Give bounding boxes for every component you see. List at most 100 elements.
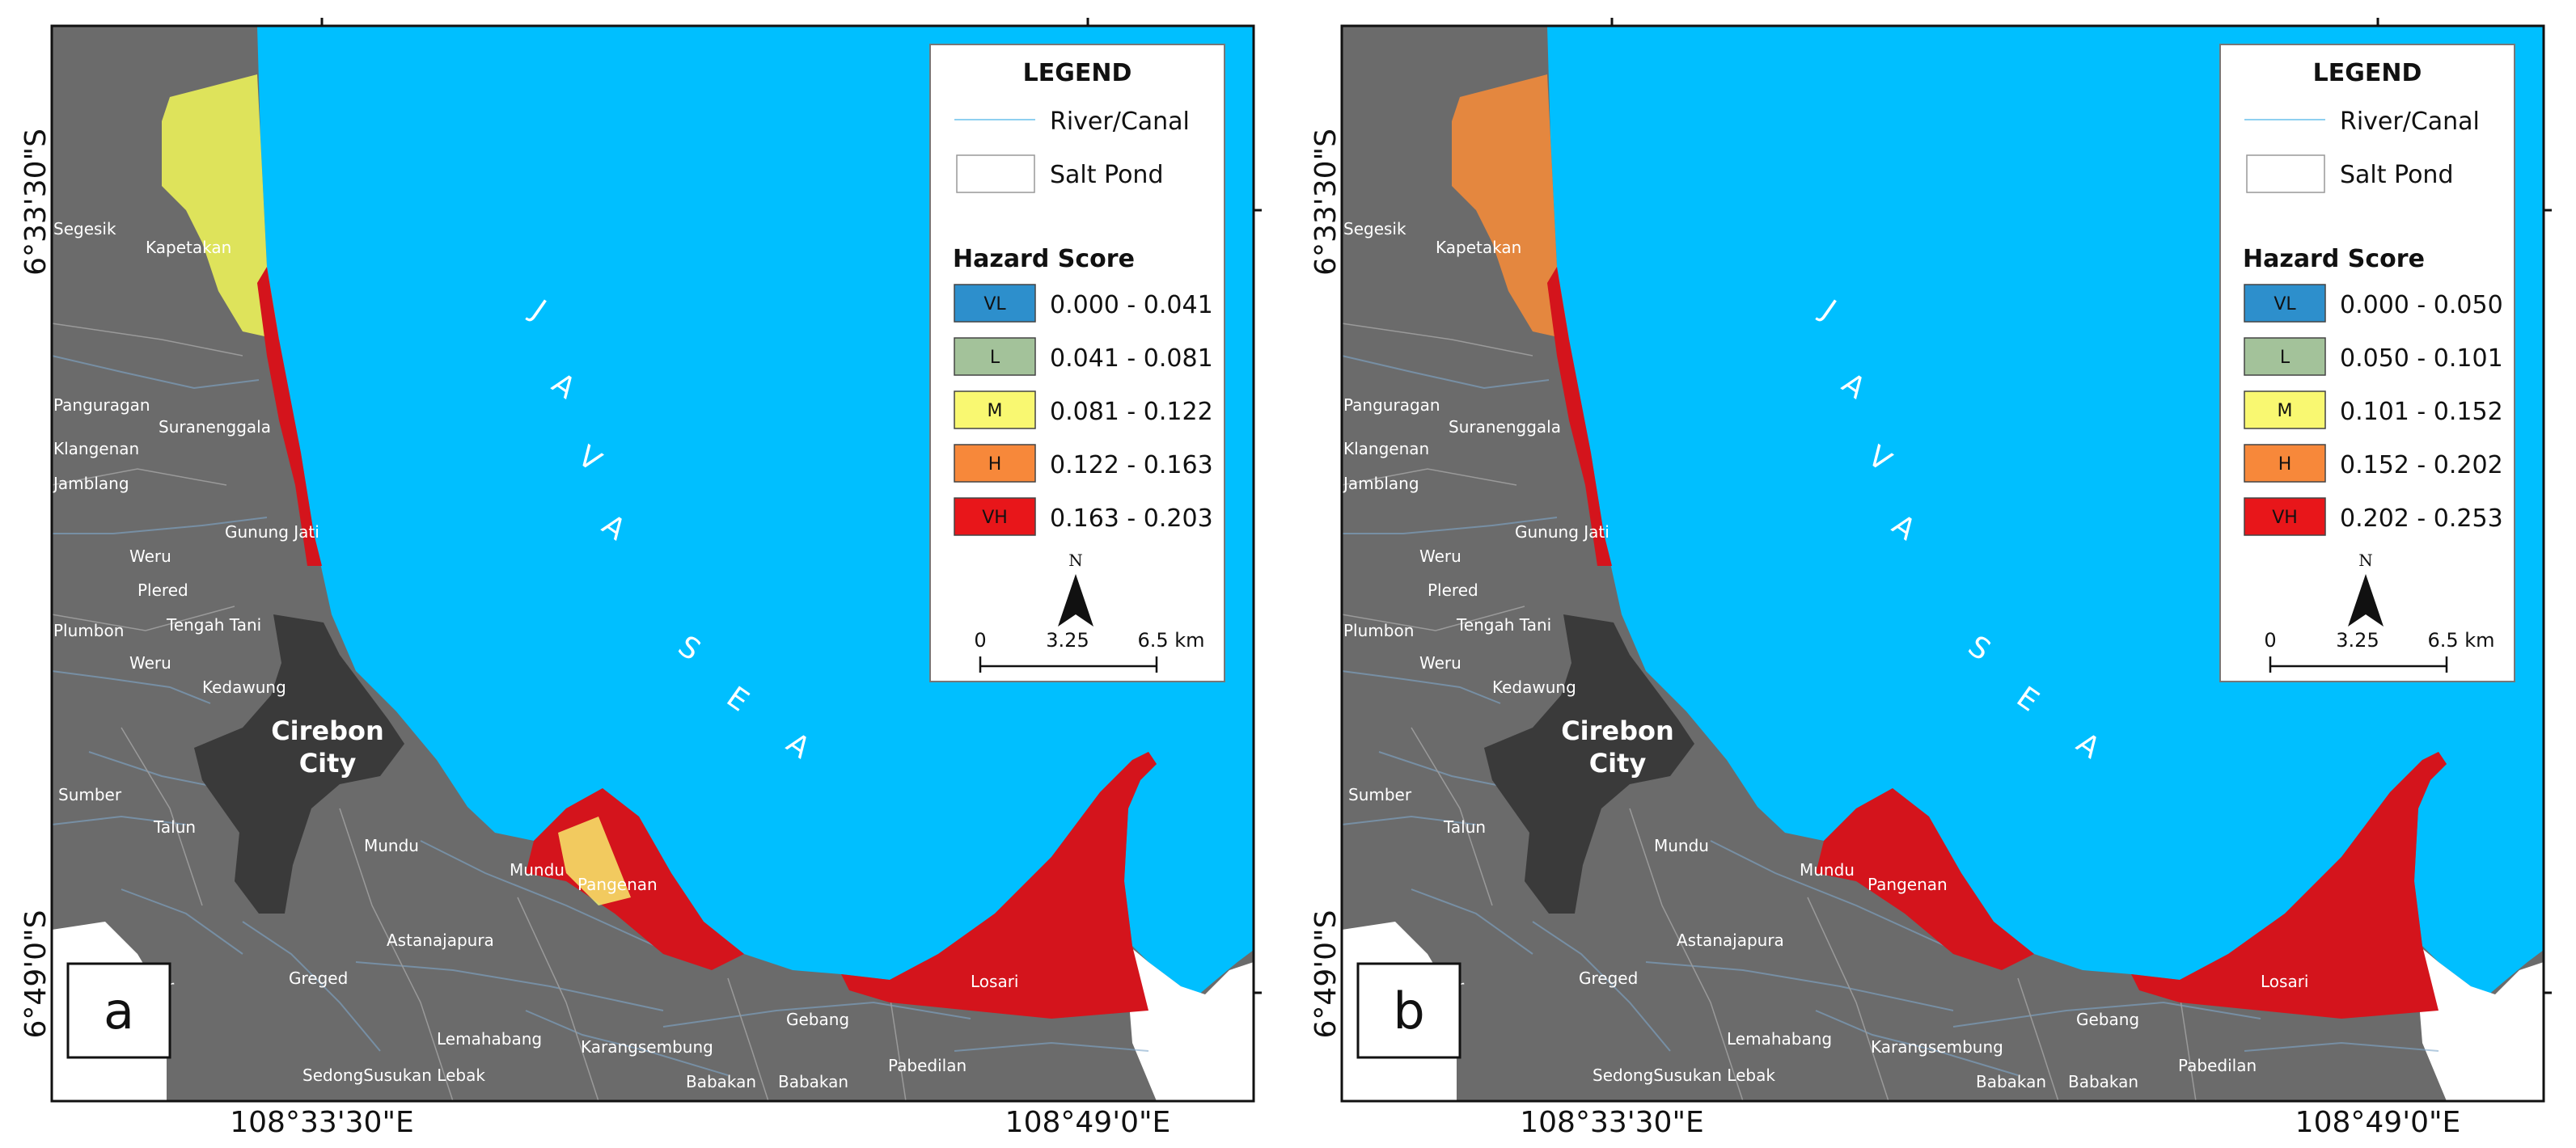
river-line <box>954 1041 1149 1052</box>
district-boundary <box>121 727 203 906</box>
panel-label: a <box>104 981 134 1040</box>
hazard-zone-coast-vh <box>257 267 322 566</box>
cirebon-city-area <box>194 614 404 914</box>
river-line <box>51 355 260 390</box>
lon-label-right: 108°49'0"E <box>2295 1106 2461 1139</box>
scale-label-end: 6.5 km <box>1137 629 1204 652</box>
place-label: Pangenan <box>1867 875 1948 894</box>
river-line <box>1411 888 1533 955</box>
salt-pond-symbol <box>2246 154 2325 193</box>
place-label: Astanajapura <box>1677 931 1784 950</box>
hazard-swatch-vl <box>954 284 1036 323</box>
lat-label-bottom: 6°49'0"S <box>1309 910 1343 1039</box>
hazard-range: 0.050 - 0.101 <box>2340 344 2503 373</box>
place-label: Pangenan <box>577 875 658 894</box>
hazard-score-title: Hazard Score <box>2243 245 2425 273</box>
hazard-zone-coast-vh <box>1547 267 1612 566</box>
hazard-zone-losari-vh <box>841 752 1157 1019</box>
place-label: Karangsembung <box>581 1037 713 1057</box>
north-label: N <box>2358 551 2373 570</box>
legend: LEGEND River/Canal Salt Pond Hazard Score VL… <box>2219 44 2515 682</box>
river-line <box>1532 921 1671 1052</box>
hazard-code: H <box>988 454 1002 475</box>
river-line <box>1341 355 1550 390</box>
place-label: Babakan <box>2068 1072 2138 1091</box>
legend-salt-label: Salt Pond <box>2340 161 2454 189</box>
north-arrow-icon <box>2348 574 2384 627</box>
district-boundary <box>51 468 227 486</box>
place-label: Mundu <box>1654 836 1709 855</box>
scale-label-mid: 3.25 <box>1046 629 1089 652</box>
district-boundary <box>1411 727 1493 906</box>
place-label: Babakan <box>1976 1072 2046 1091</box>
district-boundary <box>1341 323 1533 357</box>
hazard-range: 0.101 - 0.152 <box>2340 398 2503 426</box>
place-label: Karangsembung <box>1871 1037 2003 1057</box>
map-frame <box>1340 24 2545 1103</box>
map-panel-b: Cirebon City Segesik Kapetakan Panguragan Sur… <box>1290 0 2576 1148</box>
place-label: Gunung Jati <box>1515 522 1609 542</box>
hazard-zone-pangenan-vh <box>1816 788 2034 970</box>
place-label: Panguragan <box>53 395 150 415</box>
hazard-swatch-h <box>954 444 1036 483</box>
hazard-zone-losari-vh <box>2131 752 2447 1019</box>
hazard-code: VL <box>2274 294 2296 314</box>
map-frame <box>50 24 1255 1103</box>
hazard-range: 0.081 - 0.122 <box>1050 398 1213 426</box>
district-boundary <box>2017 977 2059 1102</box>
hazard-range: 0.000 - 0.050 <box>2340 291 2503 319</box>
district-boundary <box>51 323 243 357</box>
river-line <box>525 1010 729 1076</box>
place-label: Klangenan <box>1343 439 1429 458</box>
place-label: Suranenggala <box>159 417 271 437</box>
river-line <box>420 840 656 947</box>
hazard-swatch-vl <box>2244 284 2326 323</box>
place-label: Kapetakan <box>146 238 231 257</box>
hazard-swatch-l <box>954 337 1036 376</box>
nodata-area-se <box>2414 942 2544 1101</box>
place-label: Kapetakan <box>1436 238 1521 257</box>
hazard-range: 0.152 - 0.202 <box>2340 451 2503 479</box>
place-label: Klangenan <box>53 439 139 458</box>
hazard-code: L <box>990 348 1000 368</box>
lon-label-right: 108°49'0"E <box>1005 1106 1171 1139</box>
river-line <box>1815 1010 2019 1076</box>
north-arrow-icon <box>1058 574 1093 627</box>
hazard-range: 0.163 - 0.203 <box>1050 504 1213 533</box>
legend-title: LEGEND <box>2313 59 2422 87</box>
place-label: Gunung Jati <box>225 522 319 542</box>
district-boundary <box>339 808 454 1102</box>
place-label: Lemahabang <box>1727 1029 1832 1049</box>
scale-label-end: 6.5 km <box>2427 629 2494 652</box>
hazard-code: VH <box>2272 508 2298 528</box>
hazard-zone-pangenan-m <box>558 817 631 905</box>
lon-label-left: 108°33'30"E <box>230 1106 414 1139</box>
place-label: Greged <box>289 969 348 988</box>
lat-label-top: 6°33'30"S <box>19 129 53 276</box>
river-line <box>121 888 243 955</box>
hazard-range: 0.202 - 0.253 <box>2340 504 2503 533</box>
hazard-range: 0.041 - 0.081 <box>1050 344 1213 373</box>
place-label: Mundu <box>510 860 565 880</box>
legend-river-label: River/Canal <box>1050 108 1190 136</box>
district-boundary <box>1341 606 1525 631</box>
place-label: Talun <box>153 817 196 837</box>
place-label: Weru <box>1419 653 1461 673</box>
river-line <box>1645 961 1954 1011</box>
place-label: Sumber <box>1348 785 1412 804</box>
city-label-line2: City <box>1589 748 1647 779</box>
place-label: Weru <box>129 653 171 673</box>
river-line <box>51 670 211 704</box>
river-line <box>242 921 381 1052</box>
cirebon-city-area <box>1484 614 1694 914</box>
hazard-code: VH <box>982 508 1008 528</box>
river-line <box>1341 670 1501 704</box>
city-label-line2: City <box>299 748 357 779</box>
place-label: Pabedilan <box>2178 1056 2257 1075</box>
panel-label: b <box>1393 981 1424 1040</box>
scale-label-mid: 3.25 <box>2336 629 2379 652</box>
panel-label-box <box>1356 962 1461 1059</box>
hazard-range: 0.122 - 0.163 <box>1050 451 1213 479</box>
district-boundary <box>51 606 235 631</box>
